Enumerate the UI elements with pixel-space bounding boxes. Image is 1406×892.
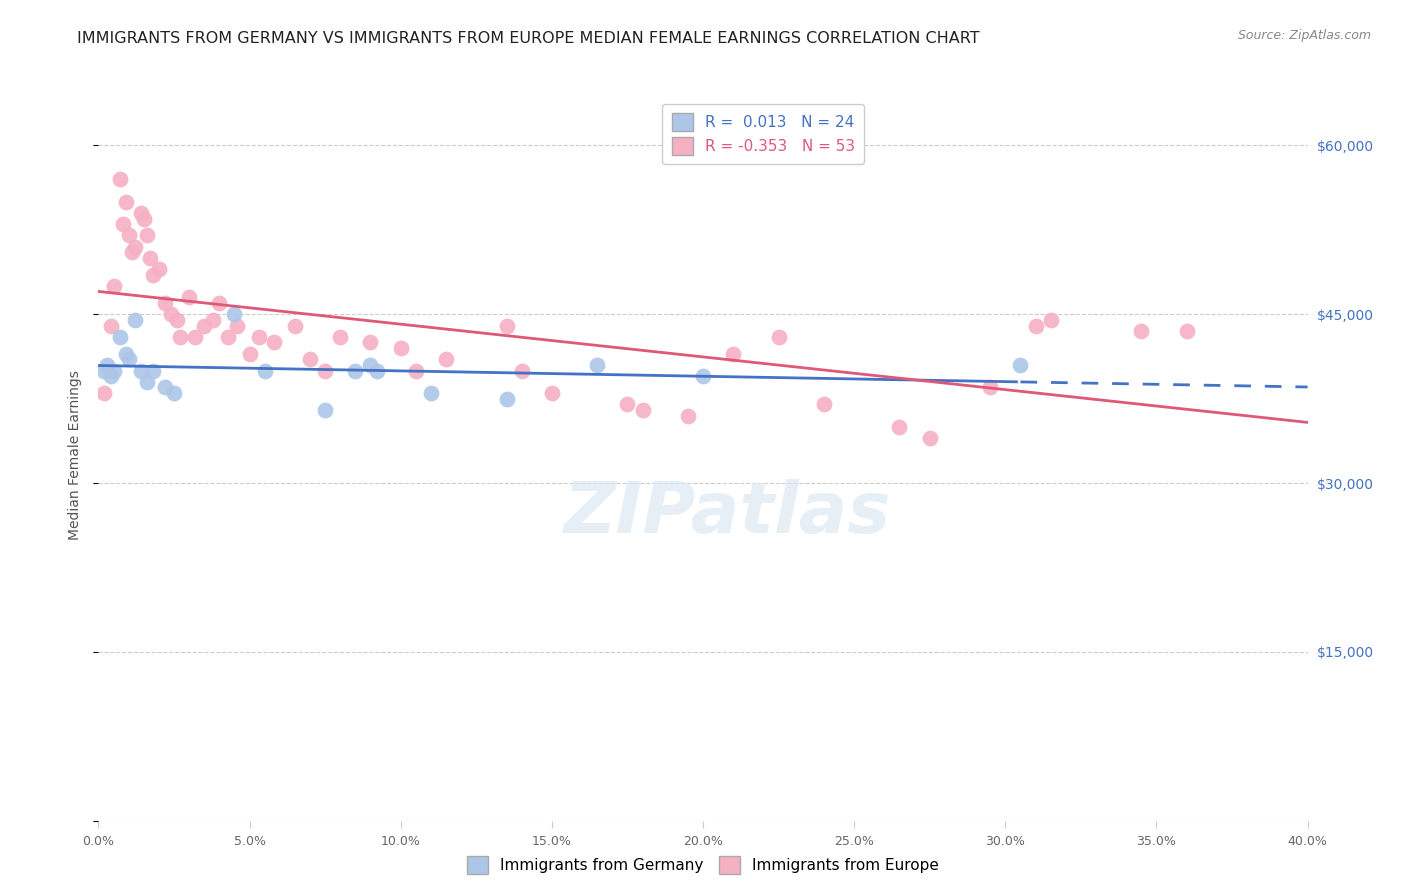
Point	[420, 386, 443, 401]
Point	[676, 409, 699, 423]
Point	[108, 172, 131, 186]
Point	[118, 228, 141, 243]
Point	[434, 352, 457, 367]
Point	[93, 386, 115, 401]
Point	[108, 330, 131, 344]
Point	[314, 363, 336, 377]
Point	[360, 358, 382, 372]
Text: IMMIGRANTS FROM GERMANY VS IMMIGRANTS FROM EUROPE MEDIAN FEMALE EARNINGS CORRELA: IMMIGRANTS FROM GERMANY VS IMMIGRANTS FR…	[77, 31, 980, 46]
Point	[263, 335, 285, 350]
Point	[1039, 313, 1062, 327]
Point	[495, 318, 517, 333]
Point	[284, 318, 307, 333]
Point	[616, 397, 638, 411]
Point	[768, 330, 790, 344]
Point	[299, 352, 322, 367]
Point	[103, 279, 125, 293]
Point	[366, 363, 388, 377]
Point	[329, 330, 352, 344]
Point	[224, 307, 246, 321]
Text: ZIPatlas: ZIPatlas	[564, 479, 891, 548]
Point	[132, 211, 155, 226]
Point	[495, 392, 517, 406]
Point	[540, 386, 562, 401]
Point	[208, 296, 231, 310]
Point	[360, 335, 382, 350]
Point	[153, 296, 176, 310]
Point	[111, 217, 134, 231]
Point	[202, 313, 225, 327]
Point	[166, 313, 188, 327]
Point	[118, 352, 141, 367]
Point	[169, 330, 191, 344]
Point	[142, 268, 165, 282]
Point	[239, 346, 262, 360]
Point	[114, 194, 136, 209]
Point	[124, 313, 146, 327]
Point	[314, 403, 336, 417]
Point	[184, 330, 207, 344]
Point	[153, 380, 176, 394]
Point	[889, 419, 911, 434]
Point	[631, 403, 654, 417]
Point	[692, 369, 714, 384]
Point	[100, 369, 122, 384]
Point	[139, 251, 162, 265]
Point	[1024, 318, 1046, 333]
Point	[389, 341, 412, 355]
Point	[405, 363, 427, 377]
Point	[1010, 358, 1032, 372]
Point	[247, 330, 270, 344]
Point	[96, 358, 118, 372]
Point	[217, 330, 239, 344]
Point	[142, 363, 165, 377]
Point	[100, 318, 122, 333]
Y-axis label: Median Female Earnings: Median Female Earnings	[67, 370, 82, 540]
Point	[135, 228, 157, 243]
Legend: R =  0.013   N = 24, R = -0.353   N = 53: R = 0.013 N = 24, R = -0.353 N = 53	[662, 104, 865, 164]
Point	[124, 240, 146, 254]
Point	[93, 363, 115, 377]
Point	[179, 290, 201, 304]
Point	[979, 380, 1001, 394]
Point	[813, 397, 835, 411]
Point	[160, 307, 183, 321]
Point	[253, 363, 276, 377]
Text: Source: ZipAtlas.com: Source: ZipAtlas.com	[1237, 29, 1371, 42]
Point	[586, 358, 609, 372]
Point	[344, 363, 367, 377]
Point	[148, 262, 170, 277]
Point	[226, 318, 249, 333]
Point	[918, 431, 941, 445]
Point	[193, 318, 215, 333]
Point	[114, 346, 136, 360]
Point	[163, 386, 186, 401]
Point	[723, 346, 745, 360]
Point	[135, 375, 157, 389]
Point	[1130, 324, 1153, 338]
Point	[121, 245, 143, 260]
Point	[1175, 324, 1198, 338]
Point	[129, 363, 152, 377]
Legend: Immigrants from Germany, Immigrants from Europe: Immigrants from Germany, Immigrants from…	[461, 850, 945, 880]
Point	[103, 363, 125, 377]
Point	[129, 206, 152, 220]
Point	[510, 363, 533, 377]
